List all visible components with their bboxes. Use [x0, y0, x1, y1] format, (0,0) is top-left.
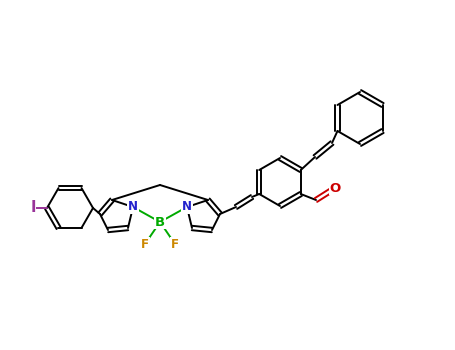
Text: I: I: [30, 201, 36, 216]
Text: N: N: [182, 201, 192, 214]
Text: B: B: [155, 216, 165, 229]
Text: F: F: [171, 238, 179, 251]
Text: O: O: [329, 182, 341, 195]
Text: F: F: [141, 238, 149, 251]
Text: N: N: [128, 201, 138, 214]
